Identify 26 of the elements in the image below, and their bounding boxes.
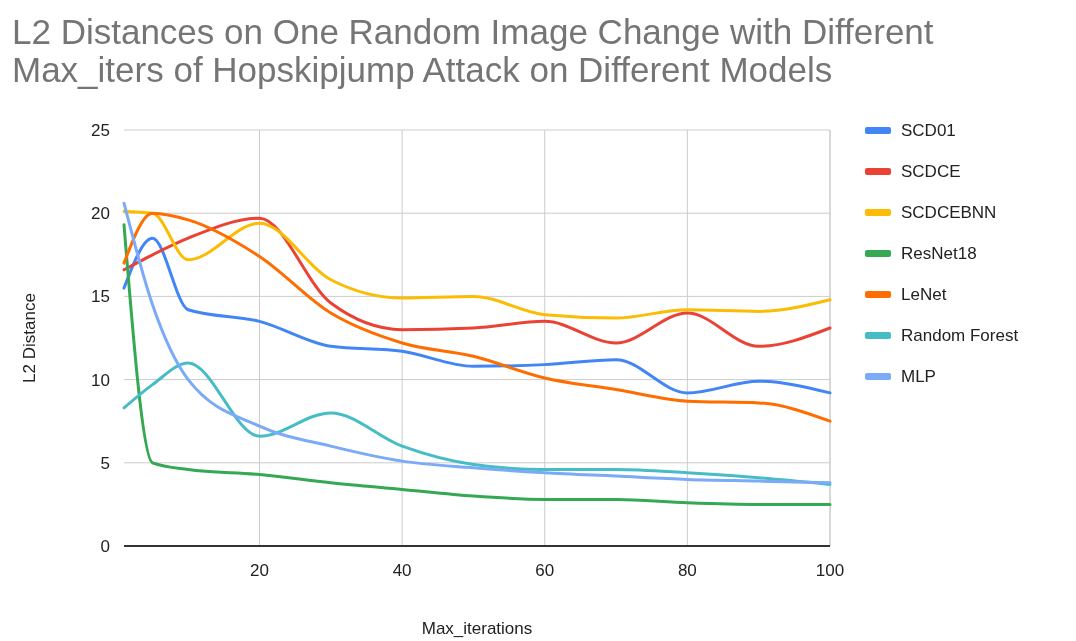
chart-title: L2 Distances on One Random Image Change with Different Max_iters of Hopskipjump Attack on Different Models bbox=[12, 12, 934, 89]
y-tick-label: 0 bbox=[100, 536, 110, 556]
legend-label: MLP bbox=[901, 367, 936, 386]
line-series bbox=[122, 211, 832, 423]
line-series bbox=[122, 216, 832, 348]
y-tick-label: 10 bbox=[91, 370, 110, 390]
y-tick-label: 25 bbox=[91, 120, 110, 140]
x-tick-label: 20 bbox=[250, 561, 269, 580]
legend-label: ResNet18 bbox=[901, 244, 977, 263]
legend-label: LeNet bbox=[901, 285, 947, 304]
legend-label: SCDCEBNN bbox=[901, 203, 997, 222]
x-axis-title: Max_iterations bbox=[421, 619, 533, 638]
x-tick-label: 60 bbox=[535, 561, 555, 580]
x-tick-label: 40 bbox=[392, 561, 412, 580]
legend-label: SCD01 bbox=[901, 121, 956, 140]
y-tick-label: 15 bbox=[91, 287, 110, 307]
line-series bbox=[122, 236, 832, 395]
y-axis-title: L2 Distance bbox=[20, 293, 39, 383]
y-tick-label: 5 bbox=[100, 453, 110, 473]
legend-label: Random Forest bbox=[901, 326, 1019, 345]
x-tick-label: 80 bbox=[677, 561, 697, 580]
y-tick-label: 20 bbox=[91, 204, 110, 224]
x-tick-label: 100 bbox=[815, 561, 845, 580]
line-series bbox=[122, 361, 832, 486]
legend-label: SCDCE bbox=[901, 162, 961, 181]
line-series bbox=[122, 210, 832, 320]
